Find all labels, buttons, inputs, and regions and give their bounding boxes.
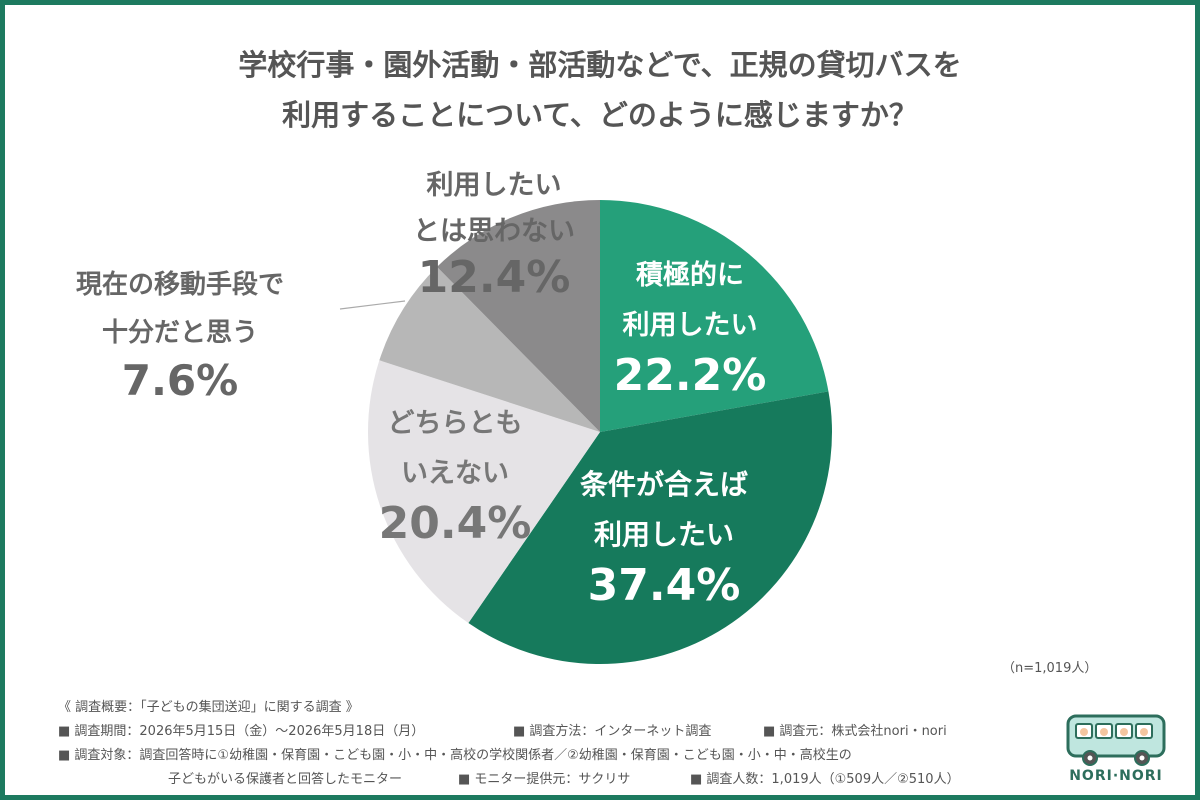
title-line-1: 学校行事・園外活動・部活動などで、正規の貸切バスを [238,48,962,82]
slice-label-5-line-1: 利用したい [427,170,562,201]
bus-icon [1066,714,1166,766]
slice-value-3: 20.4% [379,498,532,549]
survey-count: ■ 調査人数：1,019人（①509人／②510人） [690,772,960,787]
slice-label-2-line-2: 利用したい [594,518,734,551]
survey-method: ■ 調査方法：インターネット調査 [513,724,712,739]
pie-slice-1 [600,200,829,432]
slice-label-3-line-1: どちらとも [388,408,523,439]
survey-period: ■ 調査期間：2026年5月15日（金）〜2026年5月18日（月） [58,724,425,739]
pie-slice-4 [379,266,600,432]
nori-nori-logo: NORI·NORI [1064,712,1168,792]
slice-label-4-line-2: 十分だと思う [102,318,258,348]
sample-size-note: （n=1,019人） [1002,661,1098,676]
slice-value-5: 12.4% [418,252,571,303]
slice-value-2: 37.4% [588,560,741,611]
survey-provider: ■ モニター提供元：サクリサ [458,772,631,787]
title-line-2: 利用することについて、どのように感じますか？ [282,98,918,132]
slice-label-4-line-1: 現在の移動手段で [76,269,284,300]
chart-title: 学校行事・園外活動・部活動などで、正規の貸切バスを 利用することについて、どのよ… [0,40,1200,140]
slice-value-1: 22.2% [614,350,767,401]
slice-value-4: 7.6% [122,356,238,405]
slice-label-2-line-1: 条件が合えば [580,468,748,501]
survey-target: ■ 調査対象：調査回答時に①幼稚園・保育園・こども園・小・中・高校の学校関係者／… [58,748,852,763]
survey-source: ■ 調査元：株式会社nori・nori [763,724,947,739]
survey-target-cont: 子どもがいる保護者と回答したモニター [168,772,403,787]
logo-text: NORI·NORI [1069,768,1163,784]
pie-slice-3 [368,360,600,624]
pie-slice-2 [468,391,833,664]
slice-label-3-line-2: いえない [401,458,509,489]
slice-label-1-line-1: 積極的に [636,259,744,291]
slice-label-1-line-2: 利用したい [623,310,758,341]
survey-header: 《 調査概要：「子どもの集団送迎」に関する調査 》 [58,700,359,715]
leader-line [339,300,406,310]
slice-label-5-line-2: とは思わない [413,216,575,247]
pie-slice-5 [436,200,600,432]
